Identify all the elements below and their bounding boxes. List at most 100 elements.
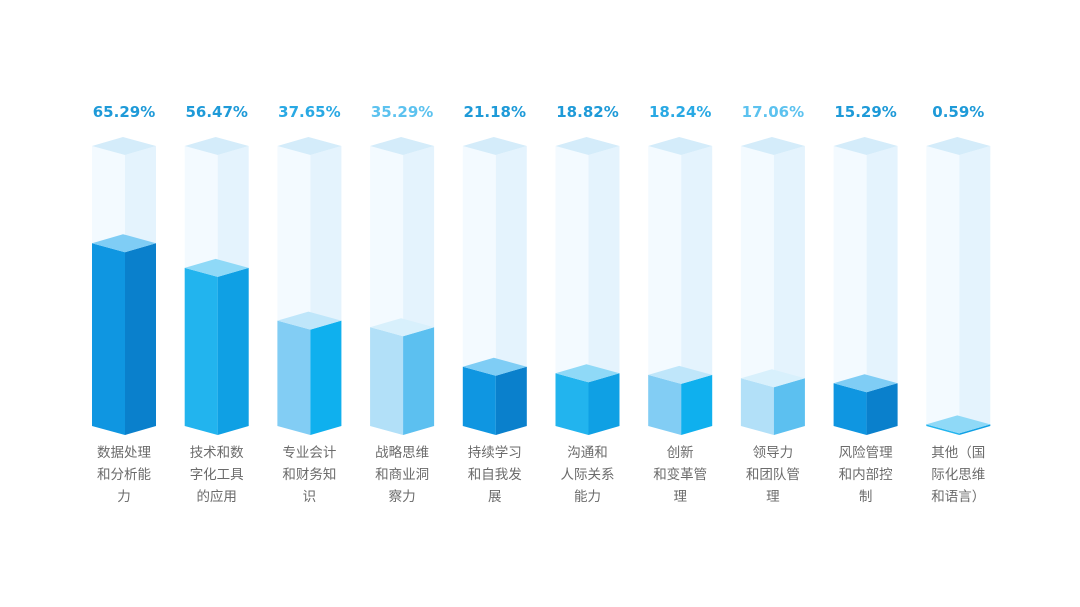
category-label: 和内部控: [839, 467, 893, 483]
value-label: 21.18%: [464, 103, 526, 121]
bar-group: [92, 137, 156, 435]
bar-track-top: [462, 137, 527, 155]
value-label: 35.29%: [371, 103, 433, 121]
bar-side: [866, 383, 898, 435]
bar-top: [92, 234, 156, 253]
bar-track-side: [866, 146, 898, 435]
value-label: 17.06%: [742, 103, 804, 121]
category-label: 领导力: [753, 445, 794, 461]
bar-track-top: [277, 137, 342, 155]
bar-side: [310, 320, 342, 435]
category-label: 的应用: [196, 488, 237, 505]
category-label: 制: [859, 489, 873, 505]
bar-group: [833, 137, 898, 435]
bar-side: [495, 366, 527, 435]
bar-top: [740, 369, 805, 388]
value-label: 65.29%: [93, 103, 155, 121]
category-label: 际化思维: [931, 467, 985, 483]
category-label: 字化工具: [190, 467, 244, 483]
bar-side: [125, 243, 156, 435]
bar-track-side: [681, 146, 713, 435]
bar-group: [740, 137, 805, 435]
category-label: 风险管理: [839, 445, 893, 461]
value-label: 37.65%: [278, 103, 340, 121]
bar-track-top: [833, 137, 898, 155]
bar-track-top: [648, 137, 713, 155]
bar-top: [648, 365, 713, 384]
bar-top: [926, 415, 991, 434]
value-label: 0.59%: [932, 103, 984, 121]
category-label: 能力: [574, 489, 601, 505]
bar-track-top: [370, 137, 435, 155]
bar-top: [184, 258, 249, 277]
value-label: 18.82%: [556, 103, 618, 121]
bar-front: [926, 424, 960, 435]
category-label: 和变革管: [653, 467, 707, 483]
bar-front: [277, 320, 311, 435]
bar-track-top: [555, 137, 620, 155]
bar-side: [959, 424, 991, 435]
value-label: 15.29%: [834, 103, 896, 121]
bar-top: [462, 357, 527, 376]
bar-front: [462, 366, 496, 435]
category-label: 和团队管: [746, 467, 800, 483]
category-label: 和财务知: [282, 466, 336, 483]
category-label: 展: [488, 489, 502, 505]
bar-group: [648, 137, 713, 435]
bar-side: [773, 378, 805, 435]
bar-front: [648, 374, 682, 435]
value-label: 18.24%: [649, 103, 711, 121]
bar-top: [555, 364, 620, 383]
bar-track-side: [773, 146, 805, 435]
bar-track-front: [648, 146, 682, 435]
bar-group: [277, 137, 342, 435]
category-label: 人际关系: [561, 467, 615, 483]
bar-group: [555, 137, 620, 435]
category-label: 专业会计: [282, 445, 336, 461]
category-label: 和商业洞: [375, 467, 429, 483]
bar-track-front: [833, 146, 867, 435]
bar-front: [92, 243, 125, 435]
bar-side: [588, 373, 620, 435]
category-label: 技术和数: [190, 445, 244, 461]
bar-side: [681, 374, 713, 435]
category-label: 理: [673, 489, 687, 505]
bar-track-top: [92, 137, 156, 155]
bar-track-front: [926, 146, 960, 435]
bar-top: [277, 311, 342, 330]
bar-front: [833, 383, 867, 435]
bar-group: [370, 137, 435, 435]
bar-track-front: [555, 146, 589, 435]
bar-track-top: [184, 137, 249, 155]
value-label: 56.47%: [185, 103, 247, 121]
bar-group: [926, 137, 991, 435]
category-label: 力: [117, 489, 131, 505]
category-label: 创新: [667, 445, 694, 461]
bar-front: [184, 267, 218, 435]
bar-track-top: [740, 137, 805, 155]
bar-track-front: [740, 146, 774, 435]
bar-group: [184, 137, 249, 435]
bar-track-top: [926, 137, 991, 155]
category-label: 持续学习: [468, 445, 522, 461]
category-label: 和自我发: [468, 467, 522, 483]
bar-group: [462, 137, 527, 435]
category-label: 察力: [389, 488, 416, 505]
bar-front: [370, 327, 404, 435]
bar-side: [217, 267, 249, 435]
bar-side: [403, 327, 435, 435]
category-label: 识: [303, 489, 317, 505]
category-label: 数据处理: [97, 445, 151, 461]
bar-track-side: [959, 146, 991, 435]
bar-top: [370, 318, 435, 337]
category-label: 和语言）: [931, 489, 985, 505]
bar-track-side: [588, 146, 620, 435]
category-label: 和分析能: [97, 467, 151, 483]
category-label: 沟通和: [567, 445, 608, 461]
bar-front: [740, 378, 774, 435]
category-label: 理: [766, 489, 780, 505]
bar-top: [833, 374, 898, 393]
bar-front: [555, 373, 589, 435]
category-label: 战略思维: [375, 445, 429, 461]
